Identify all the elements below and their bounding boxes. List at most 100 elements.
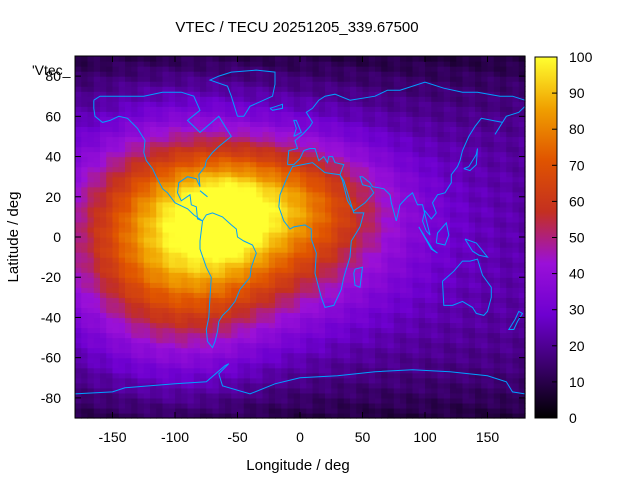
- heatmap-cell: [150, 397, 157, 404]
- heatmap-cell: [106, 116, 114, 122]
- heatmap-cell: [450, 101, 457, 107]
- heatmap-cell: [243, 66, 251, 72]
- heatmap-cell: [181, 211, 189, 218]
- heatmap-cell: [143, 181, 151, 188]
- heatmap-cell: [218, 176, 226, 183]
- heatmap-cell: [393, 362, 401, 369]
- heatmap-cell: [481, 282, 489, 288]
- heatmap-cell: [150, 237, 157, 243]
- heatmap-cell: [287, 347, 295, 354]
- heatmap-cell: [356, 287, 364, 293]
- heatmap-cell: [300, 412, 307, 419]
- heatmap-cell: [200, 392, 207, 399]
- heatmap-cell: [406, 216, 414, 223]
- heatmap-cell: [187, 367, 195, 374]
- heatmap-cell: [412, 111, 420, 117]
- heatmap-cell: [325, 171, 332, 178]
- heatmap-cell: [331, 272, 339, 278]
- heatmap-cell: [250, 181, 257, 188]
- heatmap-cell: [437, 171, 445, 178]
- heatmap-cell: [156, 312, 164, 319]
- heatmap-cell: [393, 357, 401, 364]
- heatmap-cell: [518, 181, 526, 188]
- heatmap-cell: [512, 282, 520, 288]
- heatmap-cell: [143, 397, 151, 404]
- heatmap-cell: [118, 287, 126, 293]
- heatmap-cell: [443, 231, 451, 238]
- heatmap-cell: [175, 392, 182, 399]
- heatmap-cell: [350, 221, 357, 228]
- heatmap-cell: [200, 86, 207, 92]
- heatmap-cell: [212, 357, 220, 364]
- heatmap-cell: [518, 277, 526, 283]
- heatmap-cell: [87, 76, 95, 82]
- heatmap-cell: [381, 407, 389, 414]
- heatmap-cell: [475, 382, 482, 389]
- heatmap-cell: [218, 262, 226, 268]
- heatmap-cell: [512, 272, 520, 278]
- heatmap-cell: [443, 262, 451, 268]
- heatmap-cell: [406, 237, 414, 243]
- heatmap-cell: [212, 262, 220, 268]
- heatmap-cell: [468, 372, 476, 379]
- heatmap-cell: [312, 161, 320, 168]
- heatmap-cell: [493, 262, 501, 268]
- heatmap-cell: [512, 407, 520, 414]
- heatmap-cell: [350, 282, 357, 288]
- heatmap-cell: [493, 237, 501, 243]
- heatmap-cell: [331, 367, 339, 374]
- heatmap-cell: [87, 151, 95, 158]
- heatmap-cell: [381, 257, 389, 263]
- heatmap-cell: [275, 91, 282, 97]
- heatmap-cell: [287, 302, 295, 308]
- heatmap-cell: [100, 216, 107, 223]
- heatmap-cell: [75, 121, 82, 127]
- heatmap-cell: [250, 297, 257, 303]
- heatmap-cell: [331, 267, 339, 273]
- heatmap-cell: [387, 257, 395, 263]
- heatmap-cell: [93, 221, 101, 228]
- heatmap-cell: [512, 337, 520, 344]
- heatmap-cell: [81, 282, 89, 288]
- heatmap-cell: [362, 352, 370, 359]
- heatmap-cell: [375, 312, 382, 319]
- heatmap-cell: [125, 287, 132, 293]
- heatmap-cell: [368, 101, 376, 107]
- heatmap-cell: [412, 186, 420, 193]
- heatmap-cell: [262, 126, 270, 133]
- heatmap-cell: [475, 161, 482, 168]
- heatmap-cell: [225, 146, 232, 153]
- heatmap-cell: [143, 66, 151, 72]
- heatmap-cell: [312, 136, 320, 143]
- heatmap-cell: [218, 166, 226, 173]
- heatmap-cell: [275, 186, 282, 193]
- heatmap-cell: [381, 342, 389, 349]
- heatmap-cell: [87, 257, 95, 263]
- heatmap-cell: [443, 111, 451, 117]
- heatmap-cell: [168, 267, 176, 273]
- heatmap-cell: [331, 352, 339, 359]
- heatmap-cell: [187, 262, 195, 268]
- heatmap-cell: [137, 332, 145, 339]
- heatmap-cell: [175, 382, 182, 389]
- heatmap-cell: [243, 282, 251, 288]
- heatmap-cell: [356, 327, 364, 334]
- heatmap-cell: [281, 327, 289, 334]
- heatmap-cell: [362, 101, 370, 107]
- heatmap-cell: [381, 247, 389, 253]
- heatmap-cell: [212, 66, 220, 72]
- heatmap-cell: [143, 176, 151, 183]
- heatmap-cell: [106, 367, 114, 374]
- heatmap-cell: [256, 176, 264, 183]
- heatmap-cell: [187, 226, 195, 233]
- heatmap-cell: [493, 352, 501, 359]
- heatmap-cell: [150, 337, 157, 344]
- heatmap-cell: [487, 302, 495, 308]
- heatmap-cell: [368, 287, 376, 293]
- heatmap-cell: [262, 221, 270, 228]
- heatmap-cell: [212, 166, 220, 173]
- heatmap-cell: [331, 201, 339, 208]
- heatmap-cell: [275, 317, 282, 324]
- heatmap-cell: [450, 392, 457, 399]
- heatmap-cell: [150, 267, 157, 273]
